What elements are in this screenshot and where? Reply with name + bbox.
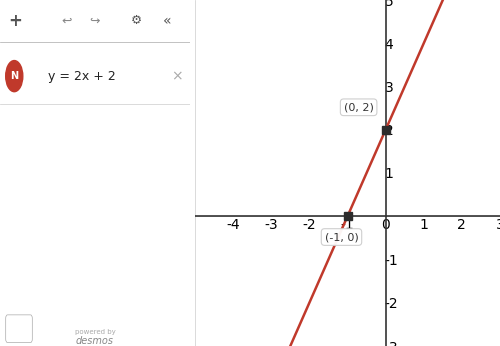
Text: ↩: ↩ [61,14,72,27]
Text: ×: × [171,69,182,83]
Text: «: « [163,14,172,28]
Text: (-1, 0): (-1, 0) [324,232,358,242]
Text: desmos: desmos [76,336,114,346]
FancyBboxPatch shape [0,42,190,104]
FancyBboxPatch shape [6,315,32,343]
Text: y = 2x + 2: y = 2x + 2 [48,70,115,83]
Circle shape [6,61,23,92]
Text: ⚙: ⚙ [131,14,142,27]
Text: powered by: powered by [74,329,116,335]
Text: ↪: ↪ [90,14,100,27]
Text: (0, 2): (0, 2) [344,102,374,112]
Text: N: N [10,71,18,81]
Text: +: + [8,12,22,30]
